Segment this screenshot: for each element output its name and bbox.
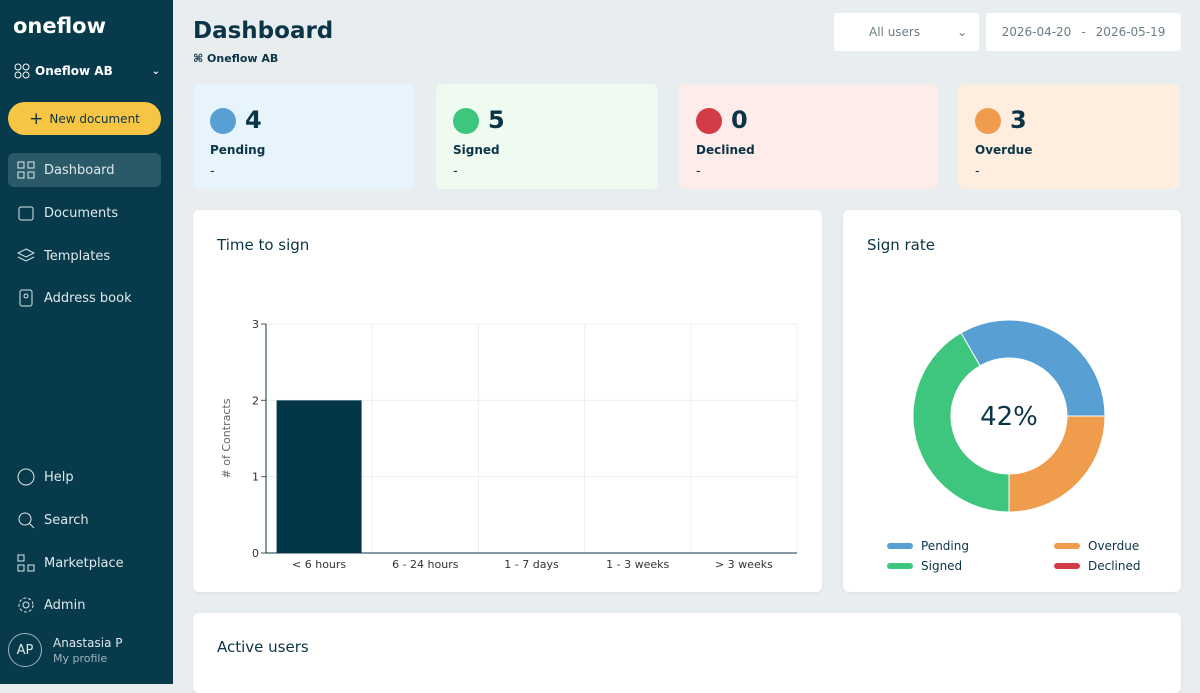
card-title: Active users xyxy=(217,638,309,656)
stat-label: Declined xyxy=(696,143,755,157)
stat-value: 3 xyxy=(1010,106,1027,134)
nav-item[interactable]: Address book xyxy=(8,281,161,315)
nav-item[interactable]: Dashboard xyxy=(8,153,161,187)
time-to-sign-card: Time to sign xyxy=(193,210,822,592)
stat-card[interactable]: 3 Overdue - xyxy=(958,84,1180,189)
brand: oneflow xyxy=(13,14,107,38)
nav-item[interactable]: Documents xyxy=(8,196,161,230)
card-title: Time to sign xyxy=(217,236,310,254)
nav-label: Search xyxy=(44,512,89,528)
active-users-card: Active users xyxy=(193,613,1181,693)
nav-item[interactable]: Help xyxy=(8,460,161,494)
org-icon xyxy=(14,63,30,79)
stat-sub: - xyxy=(210,164,215,179)
card-title: Sign rate xyxy=(867,236,935,254)
sidebar: oneflow Oneflow AB ⌄ + New document Dashb… xyxy=(0,0,173,684)
stat-label: Pending xyxy=(210,143,266,157)
org-name: Oneflow AB xyxy=(207,52,279,65)
user-name: Anastasia P xyxy=(53,636,123,650)
date-range[interactable]: 2026-04-20-2026-05-19 xyxy=(986,13,1181,51)
nav-label: Help xyxy=(44,469,74,485)
stat-sub: - xyxy=(453,164,458,179)
nav-label: Admin xyxy=(44,597,86,613)
filter-label: All users xyxy=(869,25,921,39)
nav-label: Documents xyxy=(44,205,119,221)
sign-rate-card: Sign rate xyxy=(843,210,1181,592)
stat-sub: - xyxy=(696,164,701,179)
date-to: 2026-05-19 xyxy=(1095,25,1166,39)
avatar[interactable]: AP xyxy=(8,633,42,667)
stat-sub: - xyxy=(975,164,980,179)
nav-label: Dashboard xyxy=(44,162,115,178)
stat-value: 4 xyxy=(245,106,262,134)
date-separator: - xyxy=(1081,25,1086,39)
button-label: New document xyxy=(49,111,140,126)
nav-label: Address book xyxy=(44,290,132,306)
org-name: Oneflow AB xyxy=(35,64,113,78)
date-from: 2026-04-20 xyxy=(1001,25,1072,39)
stat-label: Overdue xyxy=(975,143,1033,157)
stat-value: 5 xyxy=(488,106,505,134)
stat-card[interactable]: 5 Signed - xyxy=(436,84,658,189)
new-document-button[interactable]: + New document xyxy=(8,102,161,135)
page-org: ⌘ Oneflow AB xyxy=(193,52,279,65)
profile-link[interactable]: My profile xyxy=(53,652,108,665)
stat-card[interactable]: 0 Declined - xyxy=(679,84,938,189)
user-filter[interactable]: All users ⌄ xyxy=(834,13,979,51)
stat-card[interactable]: 4 Pending - xyxy=(193,84,415,189)
page-title: Dashboard xyxy=(193,18,334,44)
nav-item[interactable]: Marketplace xyxy=(8,546,161,580)
nav-item[interactable]: Search xyxy=(8,503,161,537)
org-switcher[interactable]: Oneflow AB ⌄ xyxy=(14,62,160,80)
nav-item[interactable]: Admin xyxy=(8,588,161,622)
nav-item[interactable]: Templates xyxy=(8,239,161,273)
nav-label: Templates xyxy=(44,248,111,264)
stat-label: Signed xyxy=(453,143,500,157)
stat-value: 0 xyxy=(731,106,748,134)
chevron: ⌄ xyxy=(151,65,160,77)
nav-label: Marketplace xyxy=(44,555,124,571)
